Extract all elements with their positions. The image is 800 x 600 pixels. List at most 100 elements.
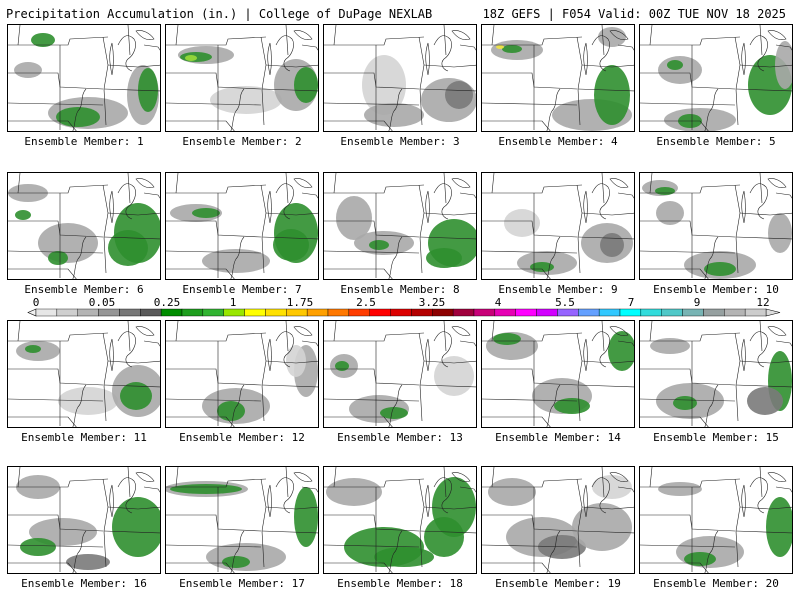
precip-map-graphic (8, 467, 160, 573)
map-boundary (775, 340, 792, 347)
map-boundary (135, 326, 155, 337)
ensemble-member-label: Ensemble Member: 5 (656, 135, 776, 148)
map-boundary (418, 184, 425, 274)
map-boundary (418, 332, 425, 422)
precip-area (572, 503, 632, 551)
colorbar-swatch (452, 308, 475, 317)
map-boundary (324, 250, 420, 254)
map-boundary (601, 467, 605, 498)
map-boundary (8, 398, 104, 402)
colorbar-swatch (536, 308, 558, 317)
precip-area (493, 333, 521, 345)
map-boundary (8, 102, 104, 106)
map-boundary (482, 102, 578, 106)
map-boundary (433, 183, 452, 220)
precip-area (56, 107, 100, 127)
map-boundary (109, 484, 114, 518)
colorbar-swatch (223, 308, 245, 317)
colorbar-swatch (348, 308, 370, 317)
map-boundary (443, 25, 447, 56)
map-boundary (704, 236, 719, 279)
map-boundary (741, 42, 746, 76)
map-boundary (735, 236, 792, 240)
map-boundary (739, 64, 792, 68)
precip-area (747, 387, 783, 415)
map-boundary (107, 64, 160, 68)
map-boundary (418, 478, 425, 568)
ensemble-member-label: Ensemble Member: 6 (24, 283, 144, 296)
map-boundary (17, 25, 21, 46)
map-boundary (107, 212, 160, 216)
map-boundary (741, 338, 746, 372)
colorbar-swatch (181, 308, 204, 317)
map-boundary (576, 332, 583, 422)
precip-area (658, 482, 702, 496)
map-boundary (640, 36, 741, 46)
map-boundary (419, 530, 476, 534)
map-boundary (425, 42, 430, 76)
precip-area (48, 251, 68, 265)
map-boundary (775, 44, 792, 51)
map-boundary (324, 102, 420, 106)
precip-area (608, 331, 634, 371)
map-boundary (423, 64, 476, 68)
map-boundary (640, 478, 741, 488)
map-boundary (759, 321, 763, 352)
map-boundary (333, 25, 337, 46)
map-boundary (649, 467, 653, 488)
map-boundary (704, 384, 719, 427)
map-boundary (640, 268, 709, 279)
map-boundary (581, 506, 634, 510)
ensemble-member-map (481, 320, 635, 428)
map-boundary (127, 173, 131, 204)
map-boundary (324, 36, 425, 46)
map-boundary (640, 416, 709, 427)
map-boundary (324, 544, 420, 548)
map-boundary (734, 184, 741, 274)
ensemble-member-map (165, 466, 319, 574)
ensemble-member-label: Ensemble Member: 14 (495, 431, 621, 444)
precip-map-graphic (166, 467, 318, 573)
map-boundary (166, 102, 262, 106)
map-boundary (425, 338, 430, 372)
map-boundary (103, 384, 160, 388)
map-boundary (72, 384, 87, 427)
ensemble-member-map (323, 24, 477, 132)
map-boundary (583, 42, 588, 76)
colorbar-swatch (77, 308, 99, 317)
map-boundary (261, 384, 318, 388)
map-boundary (419, 88, 476, 92)
map-boundary (127, 467, 131, 498)
colorbar-swatch (56, 308, 78, 317)
map-boundary (72, 236, 87, 279)
ensemble-member-map (481, 466, 635, 574)
map-boundary (388, 236, 403, 279)
map-boundary (419, 236, 476, 240)
map-boundary (704, 88, 719, 131)
colorbar-swatch (35, 308, 58, 317)
colorbar-tick-label: 7 (628, 296, 635, 309)
map-boundary (72, 88, 87, 131)
map-boundary (285, 25, 289, 56)
map-boundary (577, 88, 634, 92)
map-boundary (617, 192, 634, 199)
map-boundary (175, 25, 179, 46)
map-boundary (17, 467, 21, 488)
colorbar-tick-label: 5.5 (555, 296, 575, 309)
precip-area (364, 103, 424, 127)
precip-map-graphic (482, 173, 634, 279)
ensemble-member-map (7, 172, 161, 280)
ensemble-member-map (323, 172, 477, 280)
map-boundary (324, 368, 420, 386)
map-boundary (275, 183, 294, 220)
map-boundary (749, 477, 768, 514)
ensemble-member-map (639, 172, 793, 280)
map-boundary (491, 321, 495, 342)
map-boundary (418, 36, 425, 126)
map-boundary (260, 478, 267, 568)
colorbar-tick-label: 3.25 (419, 296, 446, 309)
map-boundary (749, 331, 768, 368)
map-boundary (275, 477, 294, 514)
map-boundary (591, 35, 610, 72)
map-boundary (293, 472, 313, 483)
